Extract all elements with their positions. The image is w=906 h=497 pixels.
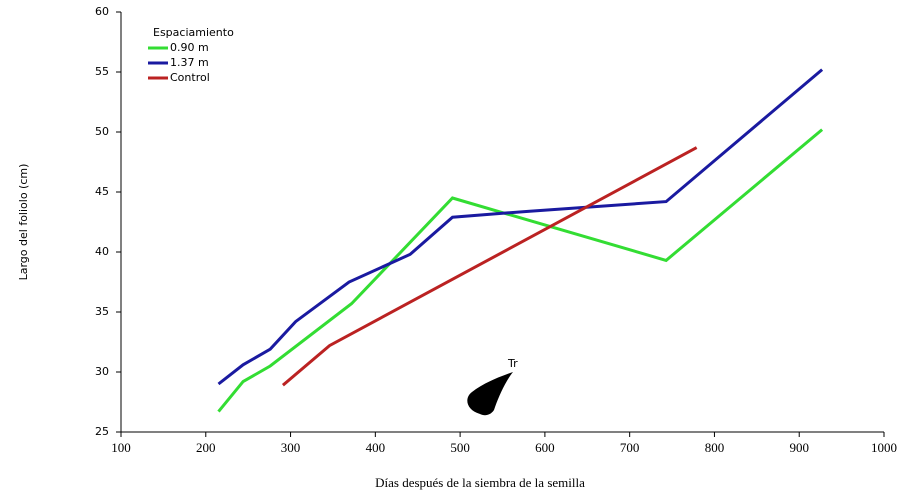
x-axis-label: Días después de la siembra de la semilla (375, 475, 585, 490)
x-tick-label: 600 (535, 440, 555, 455)
y-axis-label: Largo del foliolo (cm) (17, 164, 30, 281)
x-tick-label: 100 (111, 440, 131, 455)
legend-label: 0.90 m (170, 41, 209, 54)
x-tick-label: 800 (705, 440, 725, 455)
y-tick-label: 25 (95, 425, 109, 438)
y-tick-label: 60 (95, 5, 109, 18)
y-tick-label: 55 (95, 65, 109, 78)
legend-label: 1.37 m (170, 56, 209, 69)
legend-label: Control (170, 71, 210, 84)
x-tick-label: 200 (196, 440, 216, 455)
y-tick-label: 40 (95, 245, 109, 258)
y-tick-label: 45 (95, 185, 109, 198)
y-tick-label: 35 (95, 305, 109, 318)
x-tick-label: 400 (366, 440, 386, 455)
y-tick-label: 50 (95, 125, 109, 138)
x-tick-label: 500 (450, 440, 470, 455)
annotation: Tr (507, 357, 518, 370)
series-line (217, 128, 824, 413)
x-tick-label: 1000 (871, 440, 897, 455)
annotation-shape (467, 372, 513, 416)
series-line (281, 146, 698, 387)
series-line (217, 68, 824, 386)
x-tick-label: 700 (620, 440, 640, 455)
x-tick-label: 900 (789, 440, 809, 455)
legend-title: Espaciamiento (153, 26, 234, 39)
x-tick-label: 300 (281, 440, 301, 455)
y-tick-label: 30 (95, 365, 109, 378)
